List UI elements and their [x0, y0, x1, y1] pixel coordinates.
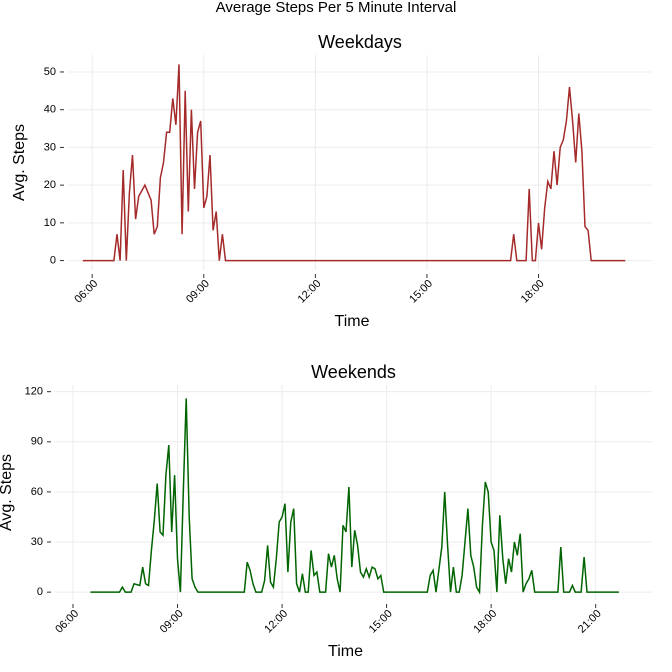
x-tick-label: 12:00: [262, 608, 290, 636]
y-tick-label: 30: [31, 536, 43, 548]
panel-title: Weekends: [311, 362, 396, 382]
x-tick-label: 09:00: [184, 278, 212, 306]
x-tick-label: 09:00: [158, 608, 186, 636]
x-tick-label: 12:00: [296, 278, 324, 306]
y-tick-label: 60: [31, 486, 43, 498]
x-tick-label: 15:00: [367, 608, 395, 636]
y-tick-label: 40: [44, 104, 56, 116]
x-axis-label: Time: [335, 313, 370, 330]
x-axis-label: Time: [328, 643, 363, 660]
figure-title: Average Steps Per 5 Minute Interval: [216, 0, 457, 16]
y-axis-label: Avg. Steps: [0, 454, 15, 531]
y-tick-label: 0: [37, 586, 43, 598]
x-tick-label: 21:00: [576, 608, 604, 636]
panel-title: Weekdays: [318, 32, 402, 52]
x-tick-label: 06:00: [53, 608, 81, 636]
y-tick-label: 30: [44, 141, 56, 153]
y-tick-label: 90: [31, 436, 43, 448]
x-tick-label: 06:00: [72, 278, 100, 306]
x-tick-label: 18:00: [519, 278, 547, 306]
y-tick-label: 50: [44, 66, 56, 78]
data-line: [82, 64, 626, 262]
data-line: [90, 398, 619, 595]
y-tick-label: 120: [25, 386, 43, 398]
y-tick-label: 20: [44, 179, 56, 191]
x-tick-label: 15:00: [407, 278, 435, 306]
y-axis-label: Avg. Steps: [11, 124, 28, 201]
y-tick-label: 10: [44, 217, 56, 229]
y-tick-label: 0: [50, 254, 56, 266]
x-tick-label: 18:00: [471, 608, 499, 636]
